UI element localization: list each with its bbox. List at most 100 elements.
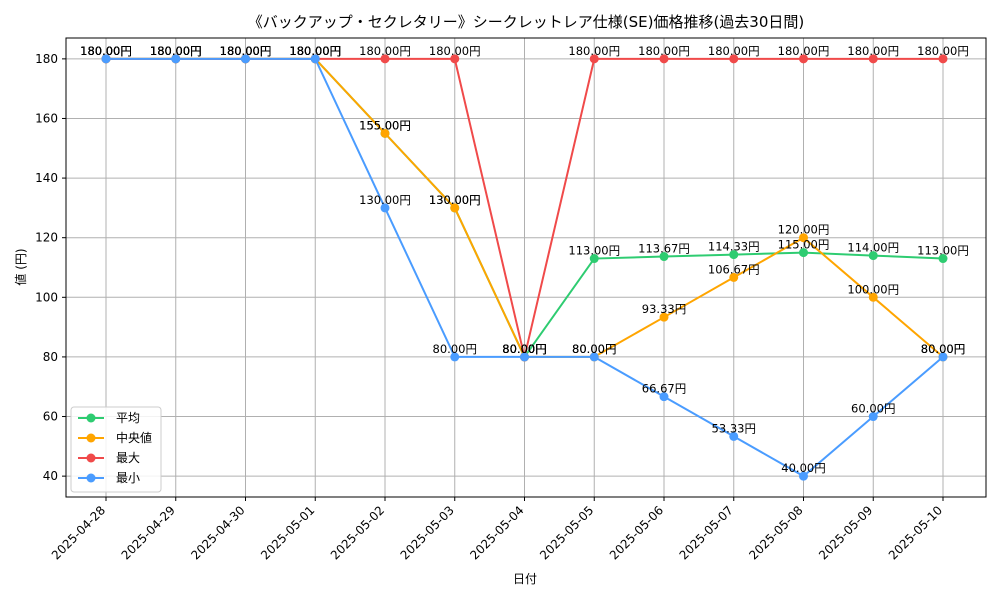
data-point <box>659 392 669 402</box>
data-label: 113.00円 <box>917 244 969 258</box>
data-point <box>589 254 599 264</box>
data-label: 180.00円 <box>80 44 132 58</box>
data-label: 180.00円 <box>568 44 620 58</box>
data-label: 180.00円 <box>708 44 760 58</box>
data-label: 130.00円 <box>359 193 411 207</box>
y-tick-label: 180 <box>35 52 58 66</box>
data-label: 180.00円 <box>150 44 202 58</box>
legend-marker <box>86 433 96 443</box>
data-point <box>799 248 808 258</box>
x-tick-label: 2025-05-09 <box>816 503 875 562</box>
x-tick-label: 2025-05-02 <box>328 503 387 562</box>
data-labels: 180.00円 180.00円 180.00円 180.00円 155.00円 130.0… <box>80 44 969 475</box>
legend-label: 中央値 <box>116 430 152 445</box>
y-tick-label: 40 <box>43 469 58 483</box>
data-point <box>938 352 948 362</box>
data-point <box>938 254 948 264</box>
data-point <box>380 54 390 64</box>
data-label: 155.00円 <box>359 118 411 132</box>
legend-marker <box>86 473 96 483</box>
x-tick-label: 2025-04-29 <box>119 503 178 562</box>
data-point <box>450 203 460 213</box>
data-label: 53.33円 <box>712 421 756 435</box>
data-label: 114.33円 <box>708 240 760 254</box>
data-point <box>450 352 460 362</box>
x-tick-label: 2025-04-28 <box>49 503 108 562</box>
data-label: 106.67円 <box>708 262 760 276</box>
data-label: 120.00円 <box>778 223 830 237</box>
data-label: 180.00円 <box>778 44 830 58</box>
data-label: 80.00円 <box>572 342 616 356</box>
data-point <box>868 251 878 261</box>
legend-marker <box>86 453 96 463</box>
data-label: 180.00円 <box>150 44 202 58</box>
data-label: 113.00円 <box>568 244 620 258</box>
x-axis-label: 日付 <box>513 572 537 586</box>
data-label: 180.00円 <box>220 44 272 58</box>
data-label: 115.00円 <box>778 238 830 252</box>
data-point <box>171 54 181 64</box>
y-tick-label: 140 <box>35 171 58 185</box>
data-point <box>450 54 460 64</box>
data-point <box>380 203 390 213</box>
data-point <box>799 471 808 481</box>
data-label: 80.00円 <box>502 342 546 356</box>
data-point <box>589 54 599 64</box>
data-label: 130.00円 <box>429 193 481 207</box>
legend-marker <box>86 413 96 423</box>
data-label: 180.00円 <box>150 44 202 58</box>
x-tick-label: 2025-05-07 <box>677 503 736 562</box>
data-label: 113.67円 <box>638 242 690 256</box>
data-label: 180.00円 <box>289 44 341 58</box>
data-label: 40.00円 <box>781 461 825 475</box>
legend-label: 最大 <box>116 451 140 465</box>
y-tick-label: 80 <box>43 350 58 364</box>
data-point <box>659 312 669 322</box>
data-point <box>868 412 878 422</box>
legend-label: 最小 <box>116 471 140 485</box>
data-label: 180.00円 <box>150 44 202 58</box>
legend-label: 平均 <box>116 411 140 425</box>
data-point <box>101 54 111 64</box>
data-point <box>938 54 948 64</box>
legend-box <box>70 406 162 493</box>
x-tick-label: 2025-05-10 <box>886 503 945 562</box>
data-label: 80.00円 <box>502 342 546 356</box>
data-point <box>520 352 529 362</box>
x-tick-label: 2025-04-30 <box>188 503 247 562</box>
data-point <box>729 250 739 260</box>
data-label: 66.67円 <box>642 382 686 396</box>
data-label: 180.00円 <box>847 44 899 58</box>
data-label: 180.00円 <box>289 44 341 58</box>
data-label: 180.00円 <box>917 44 969 58</box>
data-point <box>310 54 320 64</box>
data-point <box>589 352 599 362</box>
y-tick-label: 160 <box>35 111 58 125</box>
data-label: 180.00円 <box>289 44 341 58</box>
data-label: 180.00円 <box>220 44 272 58</box>
x-tick-label: 2025-05-08 <box>746 503 805 562</box>
plot-frame <box>65 37 987 498</box>
data-label: 80.00円 <box>921 342 965 356</box>
x-tick-label: 2025-05-05 <box>537 503 596 562</box>
y-axis-label: 値 (円) <box>13 248 28 285</box>
data-label: 60.00円 <box>851 402 895 416</box>
data-label: 130.00円 <box>429 193 481 207</box>
y-tick-label: 120 <box>35 231 58 245</box>
data-label: 80.00円 <box>921 342 965 356</box>
data-label: 80.00円 <box>572 342 616 356</box>
data-label: 80.00円 <box>502 342 546 356</box>
data-label: 155.00円 <box>359 118 411 132</box>
x-tick-label: 2025-05-03 <box>398 503 457 562</box>
data-label: 180.00円 <box>429 44 481 58</box>
series-lines <box>101 54 948 481</box>
data-point <box>799 233 808 243</box>
data-label: 180.00円 <box>359 44 411 58</box>
data-label: 180.00円 <box>289 44 341 58</box>
y-tick-label: 60 <box>43 410 58 424</box>
data-label: 80.00円 <box>433 342 477 356</box>
data-label: 80.00円 <box>502 342 546 356</box>
